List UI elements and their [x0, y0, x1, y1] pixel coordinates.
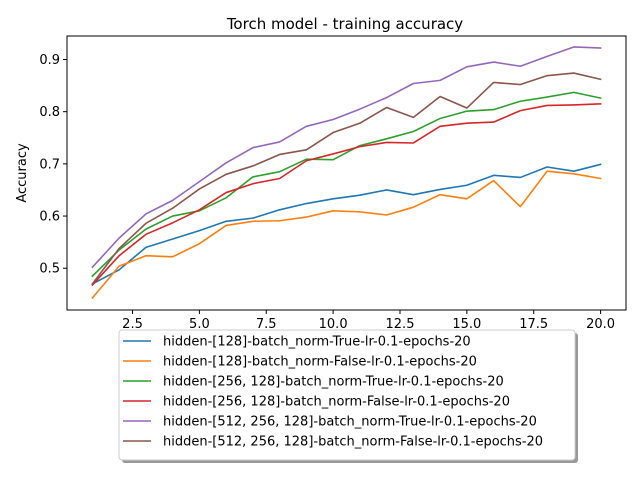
x-tick-label: 2.5 — [122, 317, 143, 332]
y-axis-ticks: 0.5 0.6 0.7 0.8 0.9 — [39, 53, 67, 277]
legend-box — [118, 329, 576, 461]
legend-entry: hidden-[512, 256, 128]-batch_norm-True-l… — [163, 415, 537, 430]
series-line-2 — [91, 170, 602, 300]
legend: hidden-[128]-batch_norm-True-lr-0.1-epoc… — [118, 329, 578, 463]
x-axis-ticks: 2.5 5.0 7.5 10.0 12.5 15.0 17.5 20.0 — [122, 310, 615, 332]
series-line-6 — [91, 72, 602, 286]
y-tick-label: 0.8 — [39, 105, 60, 120]
series-line-3 — [91, 91, 602, 278]
legend-entry: hidden-[128]-batch_norm-False-lr-0.1-epo… — [163, 355, 477, 370]
chart-title: Torch model - training accuracy — [226, 15, 463, 33]
series-line-5 — [91, 46, 602, 269]
plot-frame — [66, 35, 627, 311]
legend-entry: hidden-[256, 128]-batch_norm-True-lr-0.1… — [163, 375, 504, 390]
y-tick-label: 0.6 — [39, 210, 60, 225]
x-tick-label: 12.5 — [386, 317, 415, 332]
legend-entry: hidden-[128]-batch_norm-True-lr-0.1-epoc… — [163, 335, 471, 350]
series-line-4 — [91, 103, 602, 287]
legend-entry: hidden-[512, 256, 128]-batch_norm-False-… — [163, 435, 543, 450]
x-tick-label: 5.0 — [189, 317, 210, 332]
x-tick-label: 20.0 — [586, 317, 615, 332]
y-axis-label: Accuracy — [15, 143, 30, 203]
legend-entry: hidden-[256, 128]-batch_norm-False-lr-0.… — [163, 395, 510, 410]
x-tick-label: 17.5 — [519, 317, 548, 332]
series-line-1 — [91, 163, 602, 285]
x-tick-label: 7.5 — [256, 317, 277, 332]
x-tick-label: 15.0 — [452, 317, 481, 332]
y-tick-label: 0.5 — [39, 262, 60, 277]
series-lines — [91, 46, 602, 300]
y-tick-label: 0.9 — [39, 53, 60, 68]
legend-items: hidden-[128]-batch_norm-True-lr-0.1-epoc… — [123, 335, 543, 450]
y-tick-label: 0.7 — [39, 157, 60, 172]
x-tick-label: 10.0 — [319, 317, 348, 332]
